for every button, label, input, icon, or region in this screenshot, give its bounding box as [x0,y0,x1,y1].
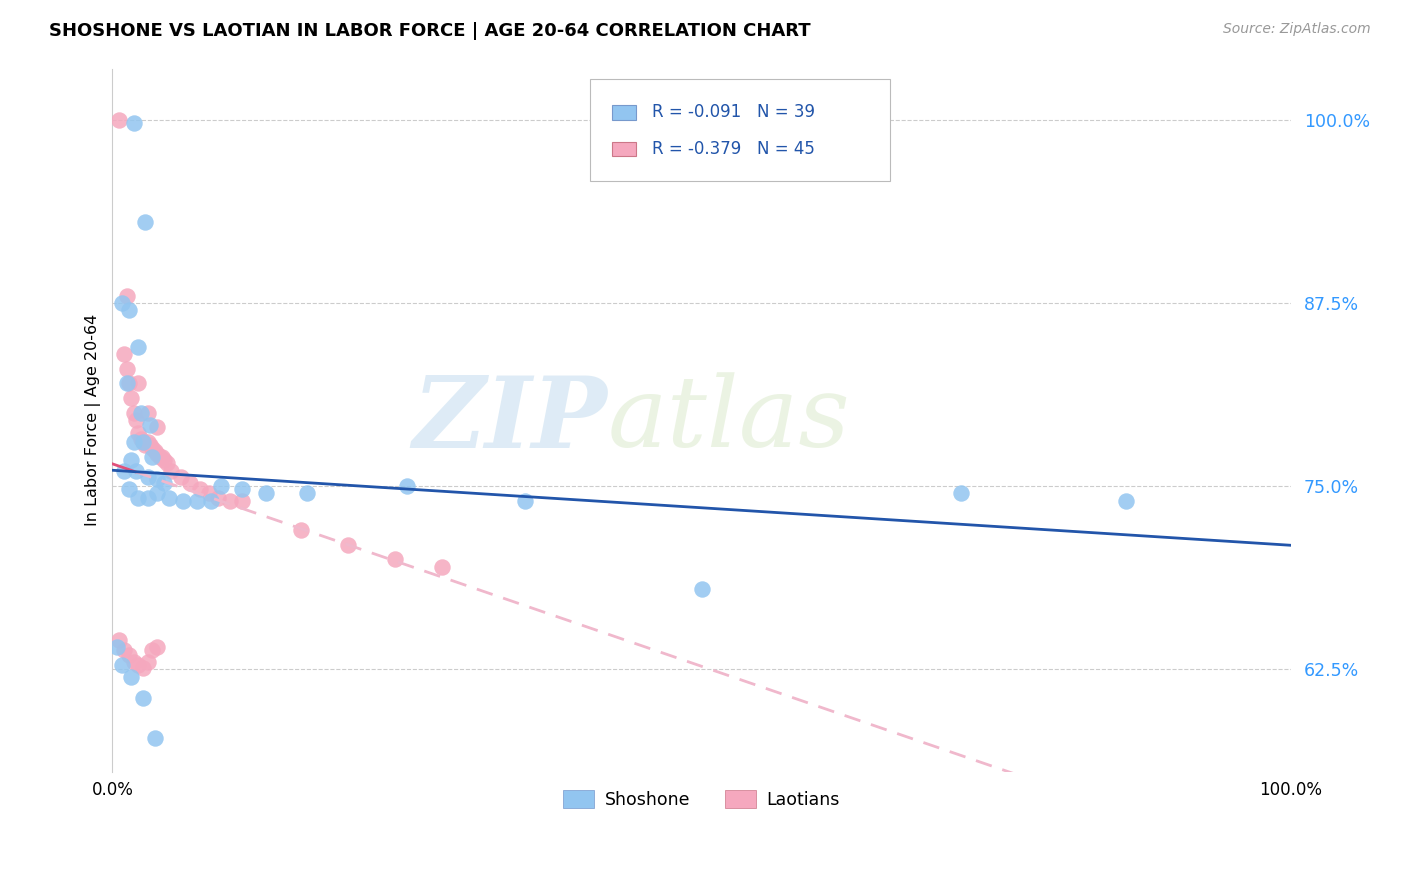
Text: atlas: atlas [607,373,851,467]
Point [219,493,242,508]
Point [141,450,163,464]
Point [115,376,138,391]
Point [118,482,141,496]
Point [127,376,149,391]
Point [179,476,201,491]
Point [150,450,173,464]
Point [134,438,156,452]
Point [136,655,159,669]
Point [146,486,169,500]
Point [200,493,222,508]
Point [134,215,156,229]
Point [143,443,166,458]
Point [136,435,159,450]
Point [129,406,152,420]
Point [111,296,134,310]
Text: Source: ZipAtlas.com: Source: ZipAtlas.com [1223,22,1371,37]
Point [118,376,141,391]
Point [122,655,145,669]
Point [690,582,713,596]
Point [127,426,149,441]
Point [115,362,138,376]
Point [136,406,159,420]
Point [122,406,145,420]
Point [231,482,253,496]
Point [153,476,176,491]
Point [153,452,176,467]
Point [111,657,134,672]
Point [384,552,406,566]
Point [198,486,221,500]
Point [172,493,194,508]
Point [295,486,318,500]
Point [146,472,169,486]
Point [290,523,312,537]
Point [120,391,142,405]
Point [118,648,141,662]
Point [170,470,193,484]
Point [127,340,149,354]
Point [125,413,148,427]
Point [112,347,135,361]
Point [188,482,211,496]
Point [949,486,972,500]
Point [141,643,163,657]
Point [513,493,536,508]
Point [112,464,135,478]
Point [146,640,169,655]
Point [127,657,149,672]
Point [132,691,155,706]
Point [207,491,229,505]
Point [136,470,159,484]
Text: ZIP: ZIP [412,372,607,468]
Point [115,288,138,302]
FancyBboxPatch shape [589,79,890,181]
Point [122,116,145,130]
Point [108,112,131,127]
Point [120,452,142,467]
Point [129,432,152,446]
Point [122,435,145,450]
Point [120,669,142,683]
Text: R = -0.091   N = 39: R = -0.091 N = 39 [652,103,815,121]
FancyBboxPatch shape [612,105,636,120]
Point [143,731,166,745]
Point [139,438,162,452]
Point [395,479,418,493]
Point [125,464,148,478]
Point [141,441,163,455]
Point [132,661,155,675]
Point [139,417,162,432]
Text: R = -0.379   N = 45: R = -0.379 N = 45 [652,140,815,159]
Point [132,435,155,450]
Point [186,493,208,508]
Point [148,450,170,464]
Legend: Shoshone, Laotians: Shoshone, Laotians [557,783,846,816]
Point [432,559,454,574]
Y-axis label: In Labor Force | Age 20-64: In Labor Force | Age 20-64 [86,314,101,526]
Point [146,420,169,434]
Point [209,479,232,493]
Point [118,303,141,318]
Point [231,493,253,508]
FancyBboxPatch shape [612,143,636,156]
Point [136,491,159,505]
Point [108,632,131,647]
Point [132,435,155,450]
Point [254,486,277,500]
Point [155,456,177,470]
Point [112,643,135,657]
Point [1115,493,1137,508]
Point [146,447,169,461]
Point [337,538,360,552]
Point [160,464,183,478]
Point [127,491,149,505]
Text: SHOSHONE VS LAOTIAN IN LABOR FORCE | AGE 20-64 CORRELATION CHART: SHOSHONE VS LAOTIAN IN LABOR FORCE | AGE… [49,22,811,40]
Point [105,640,128,655]
Point [157,491,180,505]
